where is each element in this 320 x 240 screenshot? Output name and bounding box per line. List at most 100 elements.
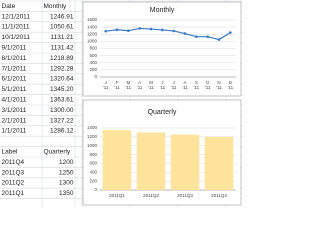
x-tick-sublabel: '11 (103, 85, 109, 90)
chart-title: Monthly (150, 7, 175, 14)
cell: 10/1/2011 (2, 34, 31, 41)
y-tick-label: 0 (94, 74, 97, 79)
y-tick-label: 1200 (87, 134, 98, 139)
x-tick-sublabel: '11 (126, 85, 132, 90)
marker (138, 27, 141, 30)
cell: 8/1/2011 (2, 55, 27, 62)
bar (170, 134, 200, 190)
cell: 1218.89 (50, 55, 74, 62)
cell: 1327.22 (50, 117, 74, 124)
chart-frame (82, 1, 242, 97)
y-tick-label: 1600 (87, 17, 98, 22)
x-tick-sublabel: '11 (205, 85, 211, 90)
x-tick-label: N (217, 80, 220, 85)
x-tick-label: S (195, 80, 198, 85)
x-tick-label: M (126, 80, 130, 85)
cell: 1250 (59, 169, 74, 176)
marker (195, 35, 198, 38)
header-cell: Monthly (44, 3, 68, 10)
bar (136, 132, 166, 190)
x-tick-label: J (161, 80, 163, 85)
header-cell: Label (2, 149, 18, 156)
cell: 7/1/2011 (2, 65, 27, 72)
y-tick-label: 600 (89, 53, 97, 58)
line (105, 27, 231, 41)
x-tick-label: J (105, 80, 107, 85)
cell: 1286.12 (50, 128, 74, 135)
cell: 2011Q4 (2, 159, 25, 166)
marker (104, 29, 107, 33)
marker (183, 32, 187, 35)
bar (204, 136, 234, 190)
cell: 2/1/2011 (2, 117, 27, 124)
cell: 2011Q1 (2, 190, 25, 197)
x-tick-label: A (138, 80, 141, 85)
marker (206, 35, 209, 39)
cell: 1246.91 (50, 13, 74, 20)
header-cell: Date (2, 3, 16, 10)
cell: 1200 (59, 159, 74, 166)
y-tick-label: 0 (94, 187, 97, 192)
x-tick-label: 2011Q1 (109, 193, 125, 198)
y-tick-label: 1200 (87, 31, 98, 36)
x-tick-label: F (116, 80, 119, 85)
x-tick-sublabel: '11 (228, 85, 234, 90)
marker (229, 31, 232, 34)
y-tick-label: 800 (89, 152, 97, 157)
cell: 2011Q3 (2, 169, 25, 176)
x-tick-label: 2011Q4 (211, 193, 227, 198)
x-tick-sublabel: '11 (137, 85, 143, 90)
marker (127, 29, 130, 32)
x-tick-label: D (229, 80, 233, 85)
y-tick-label: 200 (89, 178, 97, 183)
y-tick-label: 1000 (87, 143, 98, 148)
x-tick-sublabel: '11 (194, 85, 200, 90)
y-tick-label: 1400 (87, 125, 98, 130)
cell: 12/1/2011 (2, 13, 31, 20)
x-tick-label: O (206, 80, 210, 85)
x-tick-sublabel: '11 (171, 85, 177, 90)
cell: 6/1/2011 (2, 76, 27, 83)
cell: 1131.42 (50, 45, 73, 52)
marker (149, 27, 153, 31)
marker (217, 38, 221, 41)
x-tick-label: 2011Q3 (177, 193, 193, 198)
cell: 1292.28 (50, 65, 74, 72)
marker (161, 28, 164, 32)
y-tick-label: 600 (89, 161, 97, 166)
x-tick-label: 2011Q2 (143, 193, 159, 198)
bar (102, 130, 132, 190)
cell: 1300 (59, 180, 74, 187)
x-tick-sublabel: '11 (216, 85, 222, 90)
x-tick-sublabel: '11 (148, 85, 154, 90)
x-tick-label: A (183, 80, 186, 85)
cell: 1050.61 (50, 24, 74, 31)
cell: 4/1/2011 (2, 97, 27, 104)
cell: 11/1/2011 (2, 24, 30, 31)
y-tick-label: 1000 (87, 39, 98, 44)
cell: 1300.00 (50, 107, 74, 114)
cell: 1350 (59, 190, 74, 197)
header-cell: Quarterly (44, 149, 71, 156)
x-tick-label: J (173, 80, 175, 85)
screen: Date Monthly 12/1/2011 1246.91 11/1/2011 1050… (0, 0, 243, 207)
marker (115, 28, 119, 32)
y-tick-label: 400 (89, 169, 97, 174)
chart-title: Quarterly (148, 109, 177, 116)
cell: 1363.61 (50, 97, 74, 104)
cell: 5/1/2011 (2, 86, 27, 93)
y-tick-label: 1400 (87, 24, 98, 29)
x-tick-label: M (149, 80, 153, 85)
cell: 1/1/2011 (2, 128, 27, 135)
cell: 1320.64 (50, 76, 74, 83)
y-tick-label: 400 (89, 60, 97, 65)
x-tick-sublabel: '11 (182, 85, 188, 90)
cell: 2011Q2 (2, 180, 25, 187)
cell: 9/1/2011 (2, 45, 27, 52)
marker (172, 29, 175, 33)
cell: 1345.20 (50, 86, 74, 93)
y-tick-label: 200 (89, 67, 97, 72)
cell: 3/1/2011 (2, 107, 27, 114)
x-tick-sublabel: '11 (114, 85, 120, 90)
x-tick-sublabel: '11 (160, 85, 166, 90)
